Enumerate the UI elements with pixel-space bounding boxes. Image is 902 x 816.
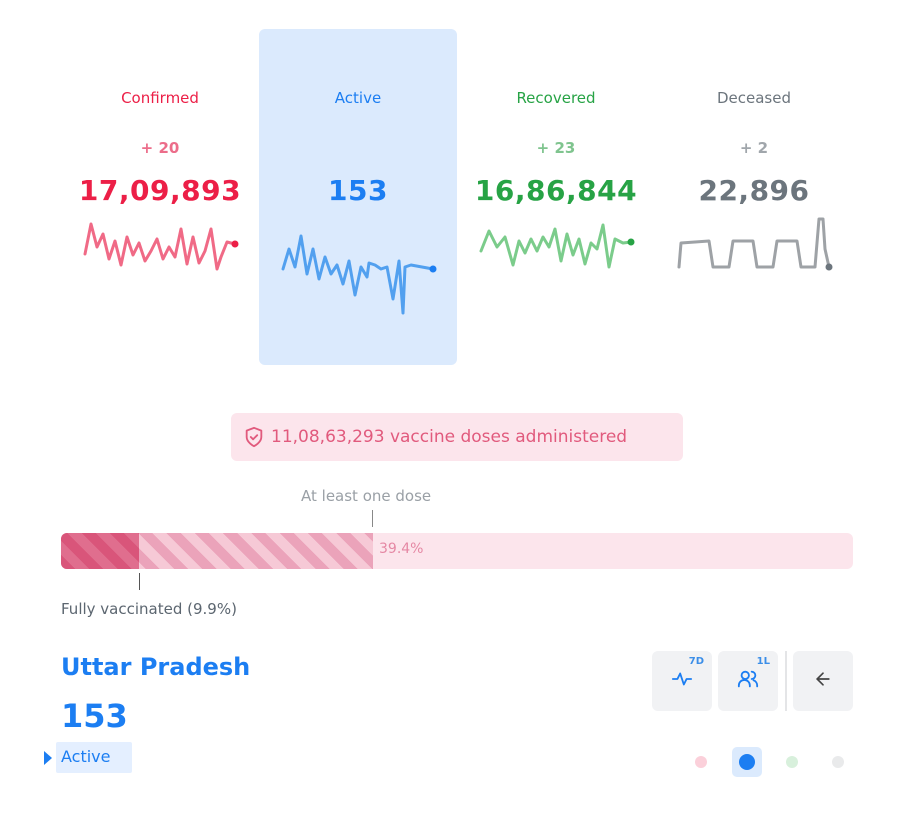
confirmed-sparkline [83, 222, 239, 271]
back-button[interactable] [793, 651, 853, 711]
deceased-dot-selector[interactable] [823, 747, 853, 777]
fully-vaccinated-fill [61, 533, 140, 569]
stat-card-confirmed[interactable]: Confirmed + 20 17,09,893 [61, 29, 259, 365]
active-sparkline [281, 234, 437, 315]
arrow-left-icon [813, 669, 833, 693]
vaccine-doses-text: 11,08,63,293 vaccine doses administered [271, 427, 628, 447]
state-count: 153 [61, 697, 128, 735]
stat-card-recovered[interactable]: Recovered + 23 16,86,844 [457, 29, 655, 365]
caret-right-icon [44, 751, 52, 765]
deceased-sparkline [677, 217, 833, 271]
recovered-title: Recovered [516, 89, 596, 107]
deceased-total: 22,896 [698, 174, 810, 207]
confirmed-title: Confirmed [121, 89, 199, 107]
per-capita-button[interactable]: 1L [718, 651, 778, 711]
recovered-dot [786, 756, 798, 768]
deceased-dot [832, 756, 844, 768]
stat-card-deceased[interactable]: Deceased + 2 22,896 [655, 29, 853, 365]
active-dot [739, 754, 755, 770]
recovered-sparkline [479, 223, 635, 269]
trend-7d-tag: 7D [688, 656, 704, 667]
confirmed-delta: + 20 [140, 139, 180, 157]
vaccine-doses-banner: 11,08,63,293 vaccine doses administered [231, 413, 683, 461]
state-name: Uttar Pradesh [61, 653, 251, 681]
pulse-icon [671, 668, 693, 694]
deceased-title: Deceased [716, 89, 791, 107]
recovered-delta: + 23 [536, 139, 576, 157]
state-type-label: Active [56, 742, 132, 773]
stat-card-active[interactable]: Active 153 [259, 29, 457, 365]
at-least-one-dose-percent: 39.4% [379, 541, 424, 557]
button-separator [785, 651, 787, 711]
fully-vaccinated-label: Fully vaccinated (9.9%) [61, 600, 237, 618]
shield-check-icon [243, 426, 265, 448]
confirmed-total: 17,09,893 [78, 174, 242, 207]
active-dot-selector[interactable] [732, 747, 762, 777]
confirmed-dot-selector[interactable] [686, 747, 716, 777]
vaccination-progress-bar [61, 533, 853, 569]
recovered-dot-selector[interactable] [777, 747, 807, 777]
at-least-one-dose-marker [372, 510, 373, 527]
trend-7d-button[interactable]: 7D [652, 651, 712, 711]
fully-vaccinated-marker [139, 573, 140, 590]
deceased-delta: + 2 [739, 139, 769, 157]
active-title: Active [334, 89, 382, 107]
per-capita-tag: 1L [756, 656, 770, 667]
users-icon [737, 668, 759, 694]
at-least-one-dose-label: At least one dose [301, 487, 432, 505]
recovered-total: 16,86,844 [474, 174, 638, 207]
active-total: 153 [328, 174, 388, 207]
confirmed-dot [695, 756, 707, 768]
